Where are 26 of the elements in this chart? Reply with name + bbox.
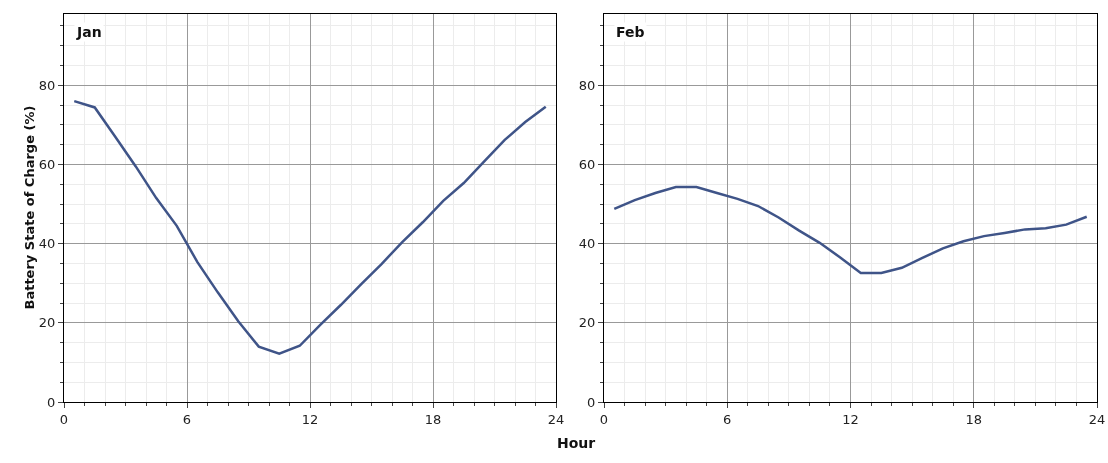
y-tick-label: 40 [38,236,56,252]
y-tick-label: 0 [587,394,596,410]
x-tick-label: 12 [842,411,859,427]
y-tick-label: 60 [38,157,56,172]
y-tick-label: 20 [38,315,56,331]
x-axis-title: Hour [557,435,596,451]
line-series [73,99,547,355]
x-tick-label: 6 [182,411,192,427]
y-tick-label: 20 [578,315,596,331]
y-tick-label: 40 [578,236,596,252]
y-axis-title: Battery State of Charge (%) [21,105,37,310]
x-tick-label: 18 [424,411,442,427]
y-tick-label: 80 [578,77,596,93]
y-tick-label: 0 [47,394,56,410]
x-tick-label: 12 [301,411,319,427]
line-series [613,185,1088,275]
x-tick-label: 6 [723,411,732,427]
x-tick-label: 24 [547,411,565,427]
x-tick-label: 24 [1088,411,1106,427]
y-tick-label: 80 [38,77,56,93]
x-tick-label: 0 [599,411,609,427]
x-tick-label: 0 [59,411,69,427]
text: Feb [616,24,645,40]
y-tick-label: 60 [578,157,596,172]
x-tick-label: 18 [965,411,983,427]
text: Jan [76,24,102,40]
